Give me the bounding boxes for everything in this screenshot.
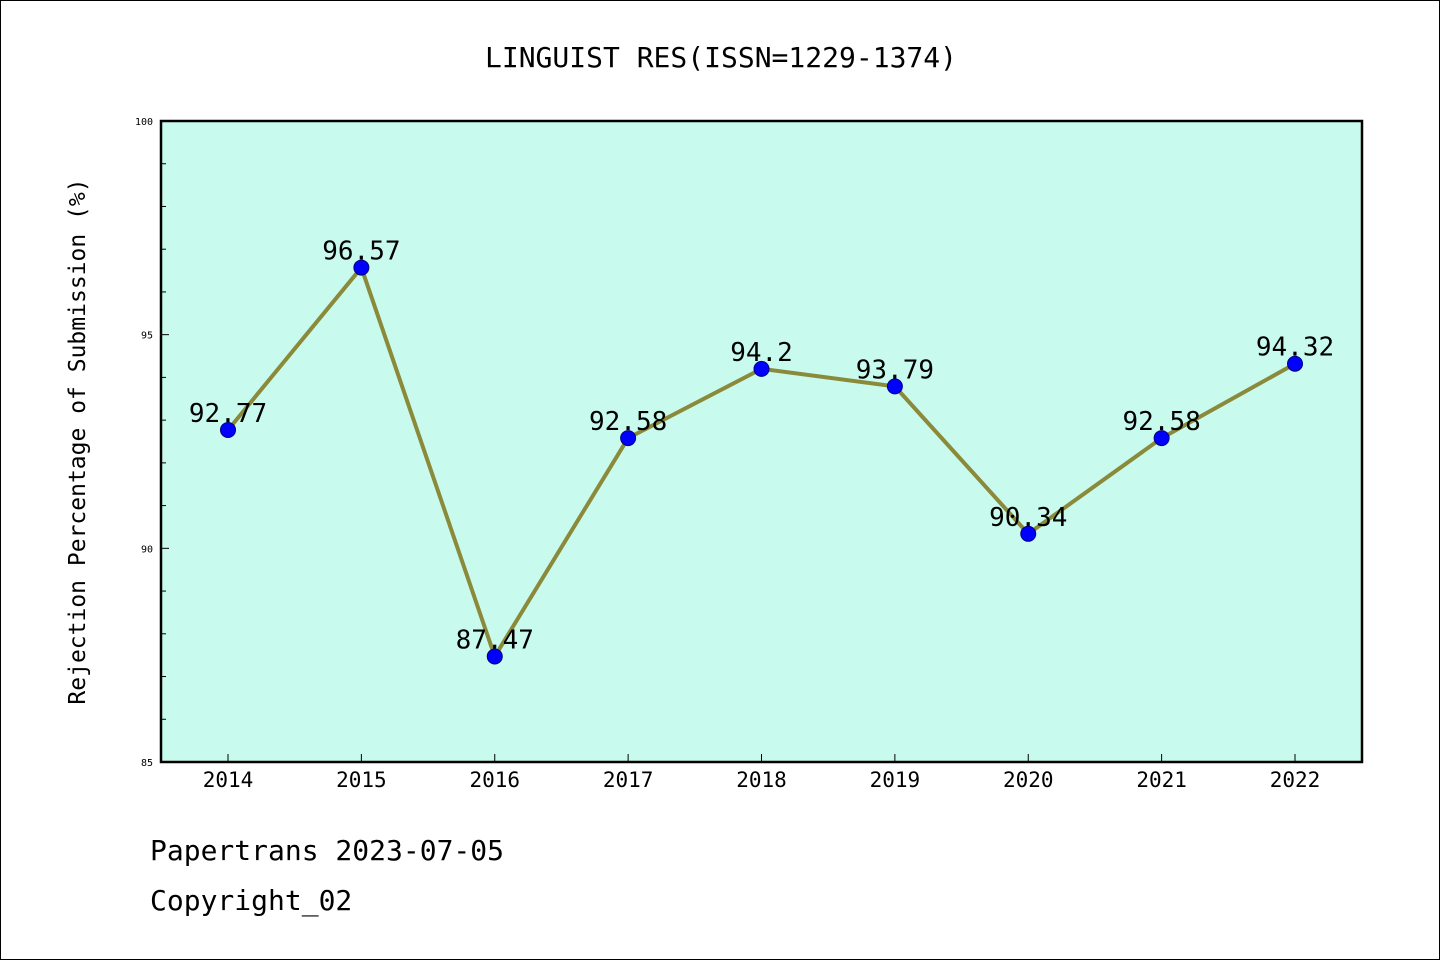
x-tick-label: 2014 [203,768,254,792]
data-label: 92.58 [589,407,667,437]
x-tick-label: 2020 [1003,768,1054,792]
data-point [220,421,236,438]
x-tick-label: 2016 [469,768,520,792]
data-point [486,648,503,665]
x-tick-label: 2021 [1136,768,1187,792]
footer-date: Papertrans 2023-07-05 [150,834,505,867]
data-point [1153,430,1170,447]
data-label: 94.32 [1256,333,1334,363]
x-tick-label: 2022 [1270,768,1321,792]
data-label: 90.34 [989,503,1067,533]
data-point [753,360,770,377]
data-label: 94.2 [730,338,793,368]
footer-copyright: Copyright_02 [150,884,353,917]
data-label: 92.58 [1122,407,1200,437]
data-point [353,259,370,276]
plot-area [161,121,1362,762]
y-tick-label: 85 [141,758,153,769]
data-point [1020,525,1037,542]
data-labels: 92.77 96.57 87.47 92.58 94.2 93.79 90.34 92.58 9… [189,237,1334,656]
data-label: 96.57 [322,237,400,267]
y-axis-label: Rejection Percentage of Submission (%) [65,178,91,704]
data-point [1287,355,1303,372]
x-tick-label: 2015 [336,768,387,792]
data-label: 87.47 [456,625,534,655]
x-tick-label: 2017 [603,768,654,792]
y-tick-label: 95 [141,331,153,342]
x-tick-label: 2018 [736,768,787,792]
x-axis: 2014 2015 2016 2017 2018 2019 2020 2021 2022 [203,754,1321,792]
data-point [886,378,903,395]
data-point [620,430,637,447]
y-tick-label: 100 [135,117,153,128]
y-tick-label: 90 [141,544,153,555]
data-label: 92.77 [189,399,267,429]
series-layer [220,259,1303,665]
plot-border [159,119,1364,764]
chart-title: LINGUIST RES(ISSN=1229-1374) [485,41,957,74]
x-tick-label: 2019 [870,768,921,792]
data-label: 93.79 [856,355,934,385]
